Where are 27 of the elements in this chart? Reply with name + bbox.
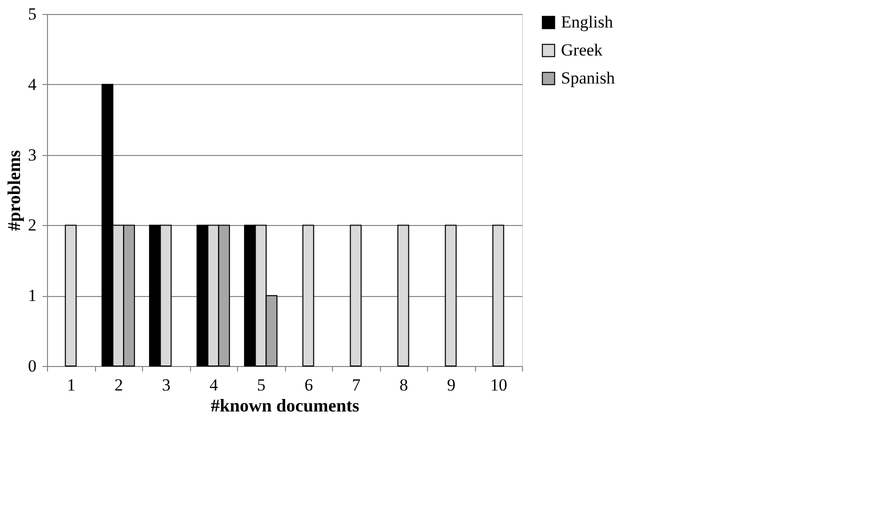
x-tick-label: 3 (162, 376, 170, 394)
bar (397, 224, 410, 366)
x-tick-label: 7 (352, 376, 361, 394)
bar (492, 224, 504, 366)
y-tick-label: 2 (28, 216, 36, 235)
x-tick-label: 5 (257, 376, 266, 394)
x-tick-label: 10 (490, 376, 508, 394)
y-tick-label: 3 (28, 145, 36, 164)
x-tick-label: 9 (447, 376, 456, 394)
bar (64, 224, 77, 366)
x-tick-label: 4 (210, 376, 218, 394)
x-tick-label: 1 (67, 376, 76, 394)
y-tick-label: 5 (28, 4, 36, 24)
x-axis-title: #known documents (210, 396, 360, 416)
bar (350, 224, 362, 366)
bar (302, 224, 314, 366)
legend-label: English (561, 12, 614, 32)
legend-label: Greek (561, 40, 604, 60)
y-tick-label: 4 (28, 74, 37, 94)
legend-label: Spanish (561, 68, 616, 88)
y-axis-title: #problems (4, 150, 24, 231)
x-tick-label: 8 (400, 376, 408, 394)
x-tick-label: 6 (304, 376, 313, 394)
bar (444, 224, 457, 366)
x-tick-label: 2 (114, 376, 123, 394)
y-tick-label: 1 (28, 286, 36, 306)
y-tick-label: 0 (28, 356, 36, 376)
